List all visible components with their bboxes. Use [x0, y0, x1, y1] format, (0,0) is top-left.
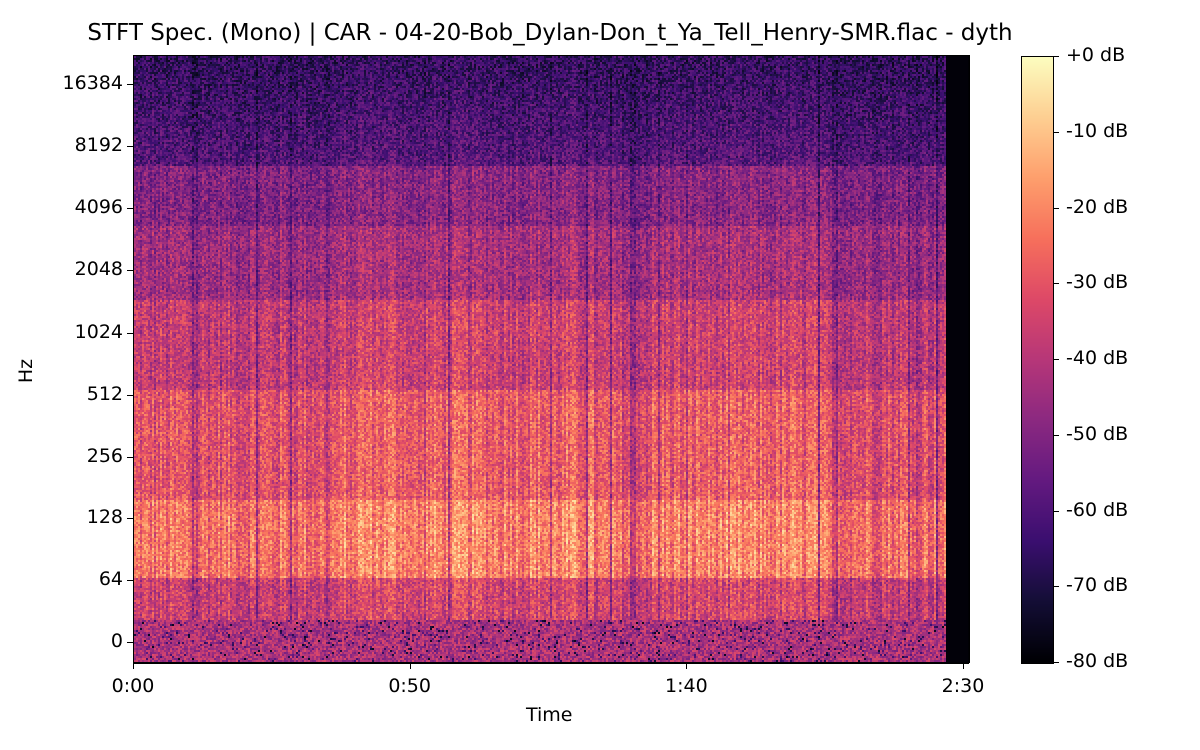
- y-axis-line: [133, 55, 134, 663]
- y-tick-mark: [127, 146, 133, 147]
- x-tick-label: 0:50: [388, 675, 431, 697]
- colorbar-tick-label: -20 dB: [1066, 195, 1129, 218]
- y-tick-label: 16384: [62, 72, 123, 94]
- colorbar-tick-label: -70 dB: [1066, 574, 1129, 597]
- top-frame-line: [133, 55, 969, 56]
- x-tick-mark: [133, 663, 134, 669]
- colorbar-tick-mark: [1053, 131, 1059, 133]
- y-tick-mark: [127, 333, 133, 334]
- colorbar-tick-mark: [1053, 586, 1059, 588]
- y-tick-label: 64: [98, 568, 123, 590]
- x-tick-mark: [409, 663, 411, 669]
- spectrogram-heatmap: [134, 56, 968, 662]
- x-tick-mark: [686, 663, 688, 669]
- colorbar-tick-label: -30 dB: [1066, 271, 1129, 294]
- colorbar-tick-mark: [1053, 434, 1059, 436]
- colorbar-tick-label: +0 dB: [1066, 44, 1126, 66]
- colorbar-tick-mark: [1053, 662, 1059, 663]
- x-axis-label: Time: [526, 704, 573, 726]
- x-tick-mark: [963, 663, 964, 669]
- y-tick-mark: [127, 518, 133, 519]
- y-tick-mark: [127, 457, 133, 458]
- y-tick-label: 256: [86, 445, 123, 467]
- x-axis-line: [133, 663, 969, 664]
- chart-title: STFT Spec. (Mono) | CAR - 04-20-Bob_Dyla…: [87, 20, 1013, 46]
- y-tick-label: 0: [110, 630, 123, 652]
- colorbar-tick-mark: [1053, 283, 1059, 285]
- y-tick-label: 2048: [74, 258, 123, 280]
- colorbar-tick-label: -10 dB: [1066, 119, 1129, 142]
- colorbar-tick-label: -40 dB: [1066, 347, 1129, 369]
- x-tick-label: 2:30: [941, 675, 985, 697]
- y-tick-label: 8192: [74, 134, 123, 156]
- x-tick-label: 0:00: [111, 675, 155, 697]
- colorbar-tick-label: -80 dB: [1066, 650, 1129, 672]
- colorbar: [1021, 56, 1054, 664]
- y-tick-mark: [127, 270, 133, 271]
- colorbar-tick-mark: [1053, 510, 1059, 512]
- colorbar-tick-label: -60 dB: [1066, 498, 1129, 521]
- colorbar-tick-mark: [1053, 56, 1059, 57]
- x-tick-label: 1:40: [664, 675, 708, 697]
- y-tick-label: 512: [86, 383, 123, 405]
- colorbar-tick-label: -50 dB: [1066, 422, 1129, 445]
- colorbar-tick-mark: [1053, 207, 1059, 209]
- right-frame-line: [969, 55, 970, 663]
- y-tick-label: 4096: [74, 196, 123, 218]
- y-tick-mark: [127, 642, 133, 643]
- colorbar-tick-mark: [1053, 359, 1059, 360]
- y-tick-mark: [127, 208, 133, 209]
- y-axis-label: Hz: [15, 358, 38, 384]
- y-tick-mark: [127, 84, 133, 85]
- y-tick-mark: [127, 395, 133, 396]
- y-tick-label: 1024: [74, 321, 123, 343]
- y-tick-label: 128: [86, 506, 123, 528]
- y-tick-mark: [127, 580, 133, 581]
